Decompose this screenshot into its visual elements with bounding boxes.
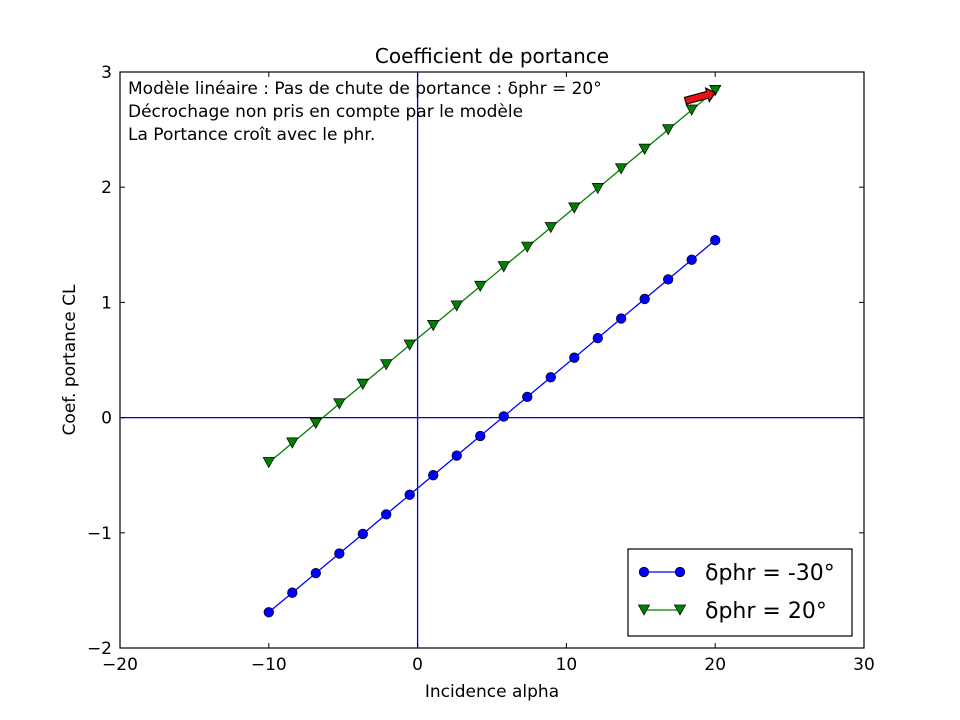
legend-marker-series-1 xyxy=(638,566,650,578)
series-1 xyxy=(263,235,721,618)
series-1-point xyxy=(592,332,603,344)
axes-frame xyxy=(119,71,865,649)
y-tick-label: −2 xyxy=(87,639,112,659)
arrow-shape xyxy=(683,86,717,105)
series-1-point xyxy=(545,372,556,383)
legend-entry-series-1: δphr = -30° xyxy=(638,561,835,586)
series-2-point xyxy=(450,300,463,312)
y-axis-label: Coef. portance CL xyxy=(60,284,80,435)
series-2-point xyxy=(638,143,651,155)
y-tick-label: 2 xyxy=(101,178,112,198)
series-1-point xyxy=(522,391,533,403)
series-2-point xyxy=(521,241,534,253)
series-1-point xyxy=(381,509,392,520)
series-2-point xyxy=(333,398,346,410)
y-tick-label: 1 xyxy=(101,293,112,313)
series-1-point xyxy=(710,235,721,246)
x-tick-label: 10 xyxy=(556,655,578,675)
series-1-point xyxy=(404,489,415,500)
series-2-point xyxy=(262,457,275,469)
legend-marker-series-2 xyxy=(637,604,651,616)
series-1-point xyxy=(334,548,345,559)
y-tick-label: −1 xyxy=(87,524,112,544)
series-2-point xyxy=(427,320,440,332)
series-2-point xyxy=(544,222,557,234)
series-2-point xyxy=(661,124,675,136)
legend-entry-series-2: δphr = 20° xyxy=(637,599,827,624)
series-2-point xyxy=(614,163,628,175)
series-2-point xyxy=(309,417,323,430)
annotation-line-1: Modèle linéaire : Pas de chute de portan… xyxy=(128,79,602,99)
series-1-point xyxy=(428,470,439,481)
y-tick-label: 0 xyxy=(101,409,112,429)
x-tick-label: 0 xyxy=(412,655,423,675)
annotation-line-2: Décrochage non pris en compte par le mod… xyxy=(128,102,523,122)
series-1-point xyxy=(686,254,697,265)
series-1-point xyxy=(475,430,486,442)
series-2-point xyxy=(356,378,370,390)
series-2-point xyxy=(286,437,299,449)
chart-title: Coefficient de portance xyxy=(375,44,609,68)
legend-label-series-1: δphr = -30° xyxy=(705,561,835,586)
series-2-point xyxy=(497,261,510,273)
annotation-text: Modèle linéaire : Pas de chute de portan… xyxy=(128,79,602,145)
legend-marker-series-1 xyxy=(674,566,686,578)
series-2-point xyxy=(591,182,604,195)
series-1-point xyxy=(498,411,509,422)
legend-marker-series-2 xyxy=(673,604,687,616)
legend: δphr = -30° δphr = 20° xyxy=(627,548,853,637)
x-tick-label: 30 xyxy=(853,655,875,675)
series-1-point xyxy=(357,528,368,540)
series-2-point xyxy=(568,202,581,214)
x-tick-label: 20 xyxy=(704,655,726,675)
series-1-point xyxy=(263,607,274,618)
x-tick-label: −20 xyxy=(102,655,138,675)
legend-frame xyxy=(627,548,853,637)
series-2-point xyxy=(685,104,698,116)
series-1-point xyxy=(451,450,462,461)
x-axis-label: Incidence alpha xyxy=(425,682,559,702)
series-1-point xyxy=(310,567,321,579)
x-tick-label: −10 xyxy=(251,655,287,675)
series-2-point xyxy=(709,85,722,97)
legend-label-series-2: δphr = 20° xyxy=(705,599,827,624)
series-1-point xyxy=(287,587,298,598)
series-1-point xyxy=(569,352,580,363)
series-2-point xyxy=(380,359,393,371)
annotation-line-3: La Portance croît avec le phr. xyxy=(128,125,375,145)
series-2-point xyxy=(403,339,416,351)
series-1-point xyxy=(639,293,650,305)
y-tick-label: 3 xyxy=(101,63,112,83)
series-2 xyxy=(262,85,722,469)
series-1-point xyxy=(616,313,627,324)
annotation-arrow xyxy=(683,86,717,105)
series-1-point xyxy=(663,274,674,285)
series-2-point xyxy=(474,280,487,293)
